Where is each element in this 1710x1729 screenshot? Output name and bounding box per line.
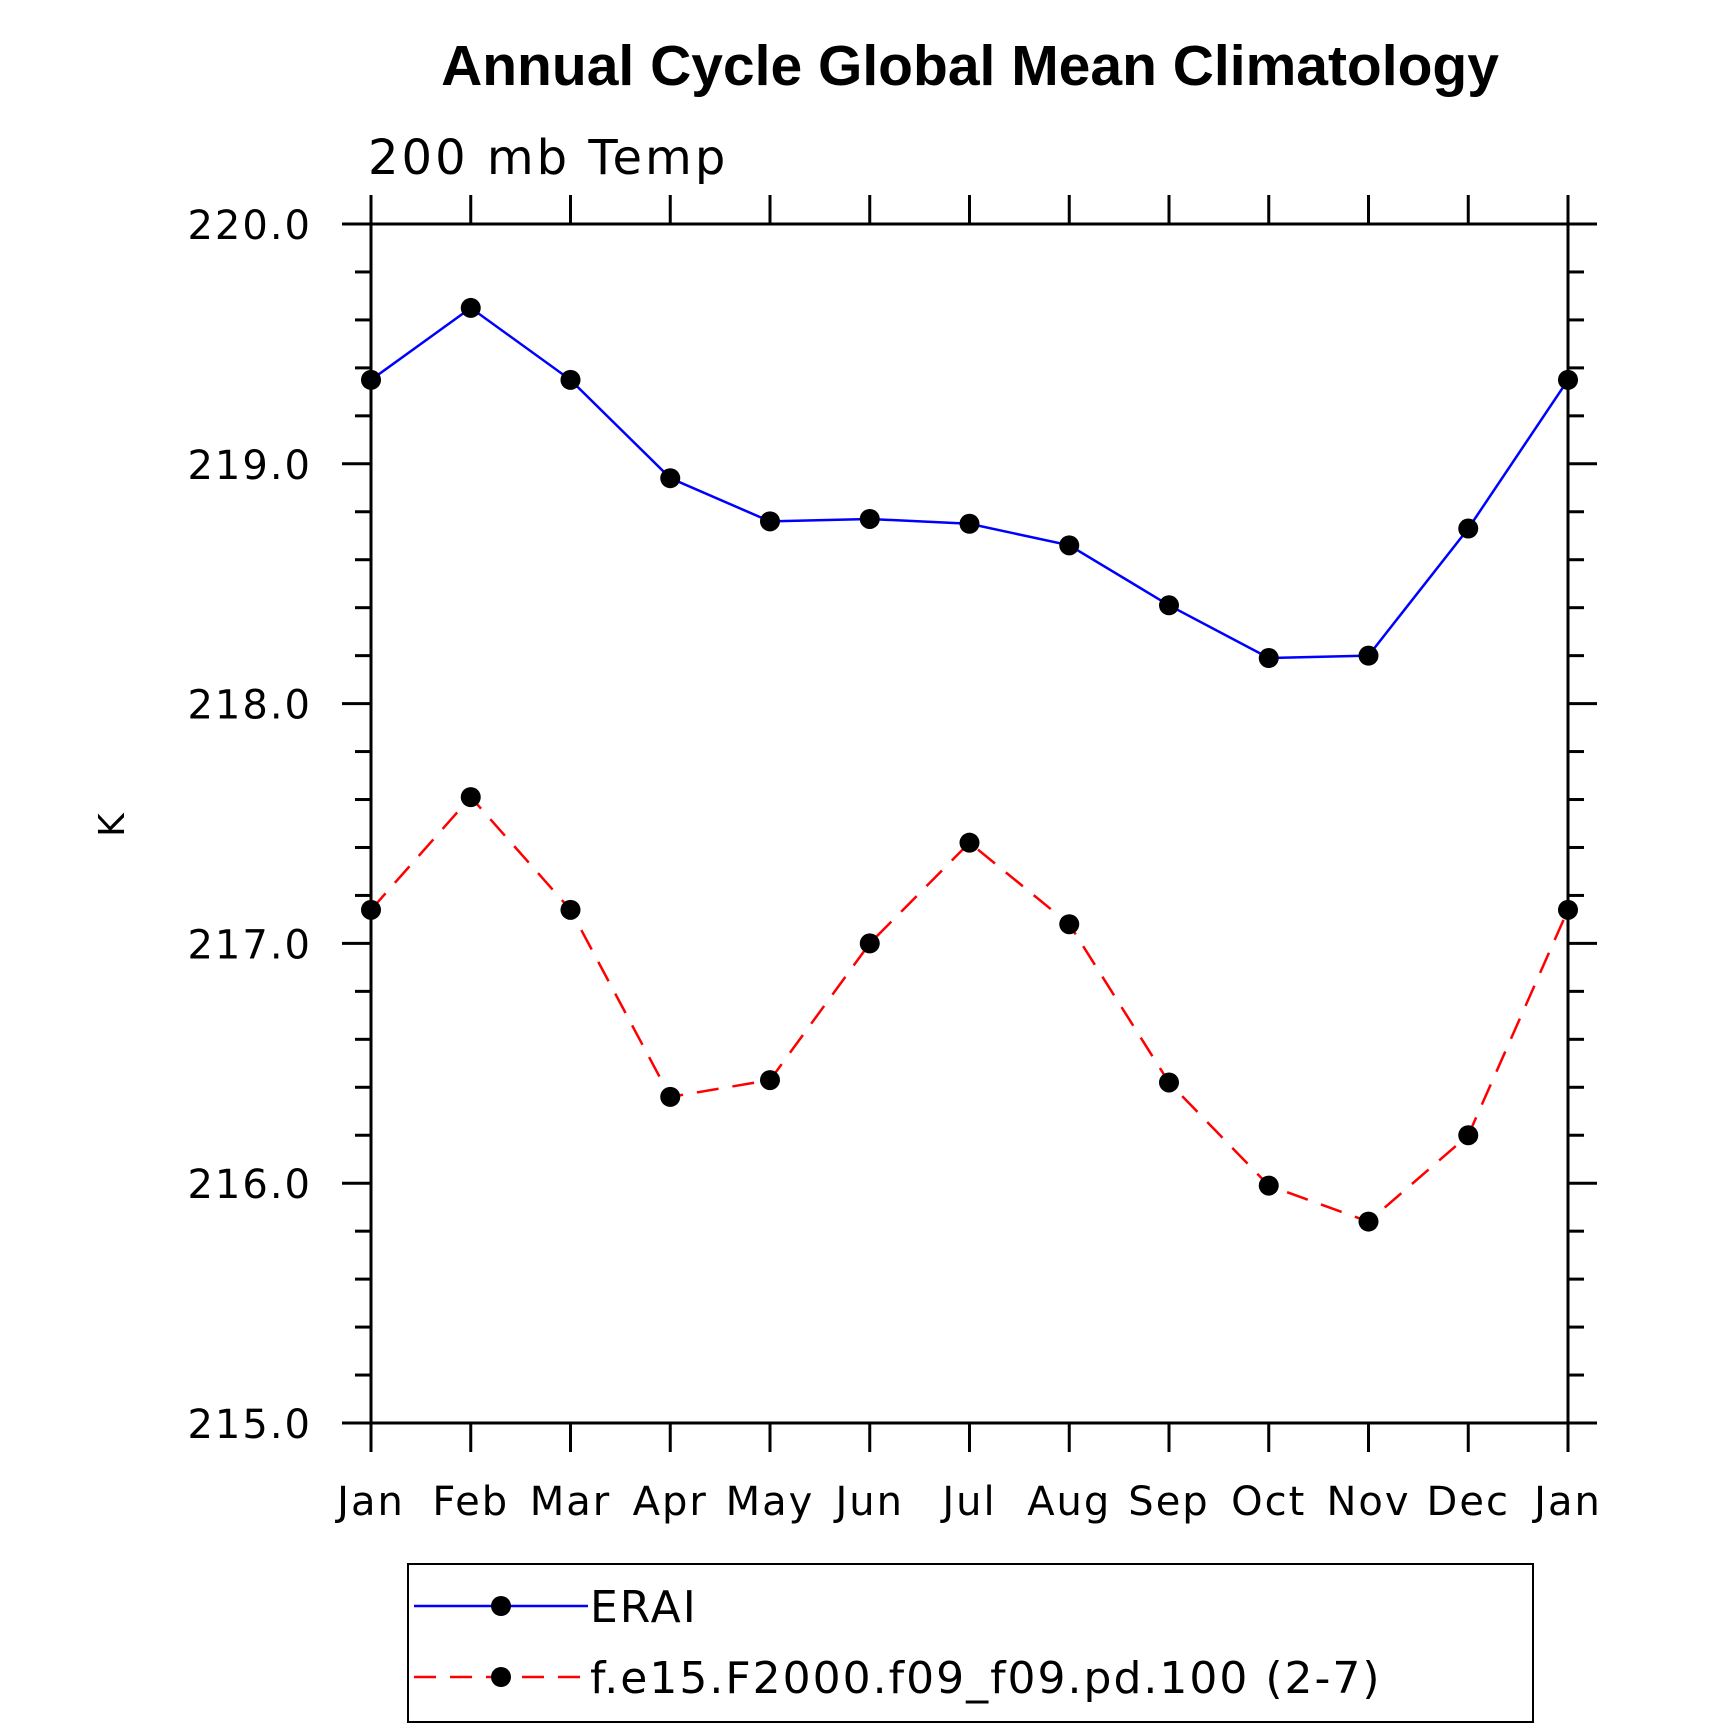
x-tick-label: Jan — [334, 1479, 405, 1525]
axis-ticks — [342, 195, 1597, 1452]
x-tick-label: Apr — [633, 1479, 708, 1525]
x-tick-label: Aug — [1027, 1479, 1111, 1525]
series-2-point — [1458, 1125, 1479, 1146]
x-tick-label: Jan — [1531, 1479, 1602, 1525]
series-1-point — [460, 297, 481, 318]
series-line-2 — [370, 795, 1570, 1224]
chart-title: Annual Cycle Global Mean Climatology — [441, 34, 1499, 98]
x-tick-label: Sep — [1128, 1479, 1209, 1525]
series-2-point — [1358, 1211, 1379, 1232]
series-2-point — [560, 899, 581, 920]
series-1-point — [859, 508, 880, 529]
legend-label-2: f.e15.F2000.f09_f09.pd.100 (2-7) — [590, 1653, 1382, 1704]
y-tick-label: 217.0 — [187, 922, 312, 968]
series-line-1 — [370, 306, 1570, 660]
series-1-point — [1458, 518, 1479, 539]
legend: ERAI f.e15.F2000.f09_f09.pd.100 (2-7) — [407, 1563, 1534, 1723]
series-1-point — [660, 468, 681, 489]
series-2-point — [959, 832, 980, 853]
legend-marker-2 — [491, 1667, 511, 1687]
plot-frame — [369, 222, 1570, 1425]
y-tick-label: 220.0 — [187, 203, 312, 249]
series-markers — [361, 297, 1578, 1232]
series-1-point — [1059, 535, 1080, 556]
series-2-point — [460, 787, 481, 808]
legend-label-1: ERAI — [590, 1582, 698, 1633]
series-lines — [370, 306, 1570, 1224]
x-tick-label: Feb — [432, 1479, 509, 1525]
series-2-point — [1258, 1175, 1279, 1196]
y-tick-label: 215.0 — [187, 1402, 312, 1448]
x-tick-label: Mar — [530, 1479, 611, 1525]
y-axis-label: K — [92, 812, 133, 837]
series-1-point — [1159, 595, 1179, 616]
y-tick-label: 216.0 — [187, 1162, 312, 1208]
series-1-point — [760, 511, 780, 532]
legend-marker-1 — [491, 1596, 511, 1616]
x-tick-label: Jun — [833, 1479, 905, 1525]
series-2-point — [1159, 1072, 1179, 1093]
y-tick-labels: 215.0 216.0 217.0 218.0 219.0 220.0 — [187, 203, 312, 1448]
x-tick-label: May — [726, 1479, 815, 1525]
x-tick-label: Oct — [1231, 1479, 1306, 1525]
series-1-point — [959, 513, 980, 534]
x-tick-label: Jul — [939, 1479, 996, 1525]
series-1-point — [560, 369, 581, 390]
chart-subtitle: 200 mb Temp — [368, 130, 728, 186]
x-tick-labels: Jan Feb Mar Apr May Jun Jul Aug Sep Oct Nov Dec Jan — [334, 1479, 1602, 1525]
series-1-point — [1258, 648, 1279, 669]
y-tick-label: 218.0 — [187, 683, 312, 729]
series-2-point — [1059, 914, 1080, 935]
series-1-point — [1358, 645, 1379, 666]
x-tick-label: Nov — [1326, 1479, 1410, 1525]
y-tick-label: 219.0 — [187, 443, 312, 489]
series-2-point — [760, 1070, 780, 1091]
legend-box — [407, 1563, 1534, 1723]
series-2-point — [660, 1086, 681, 1107]
series-2-point — [859, 933, 880, 954]
x-tick-label: Dec — [1427, 1479, 1510, 1525]
